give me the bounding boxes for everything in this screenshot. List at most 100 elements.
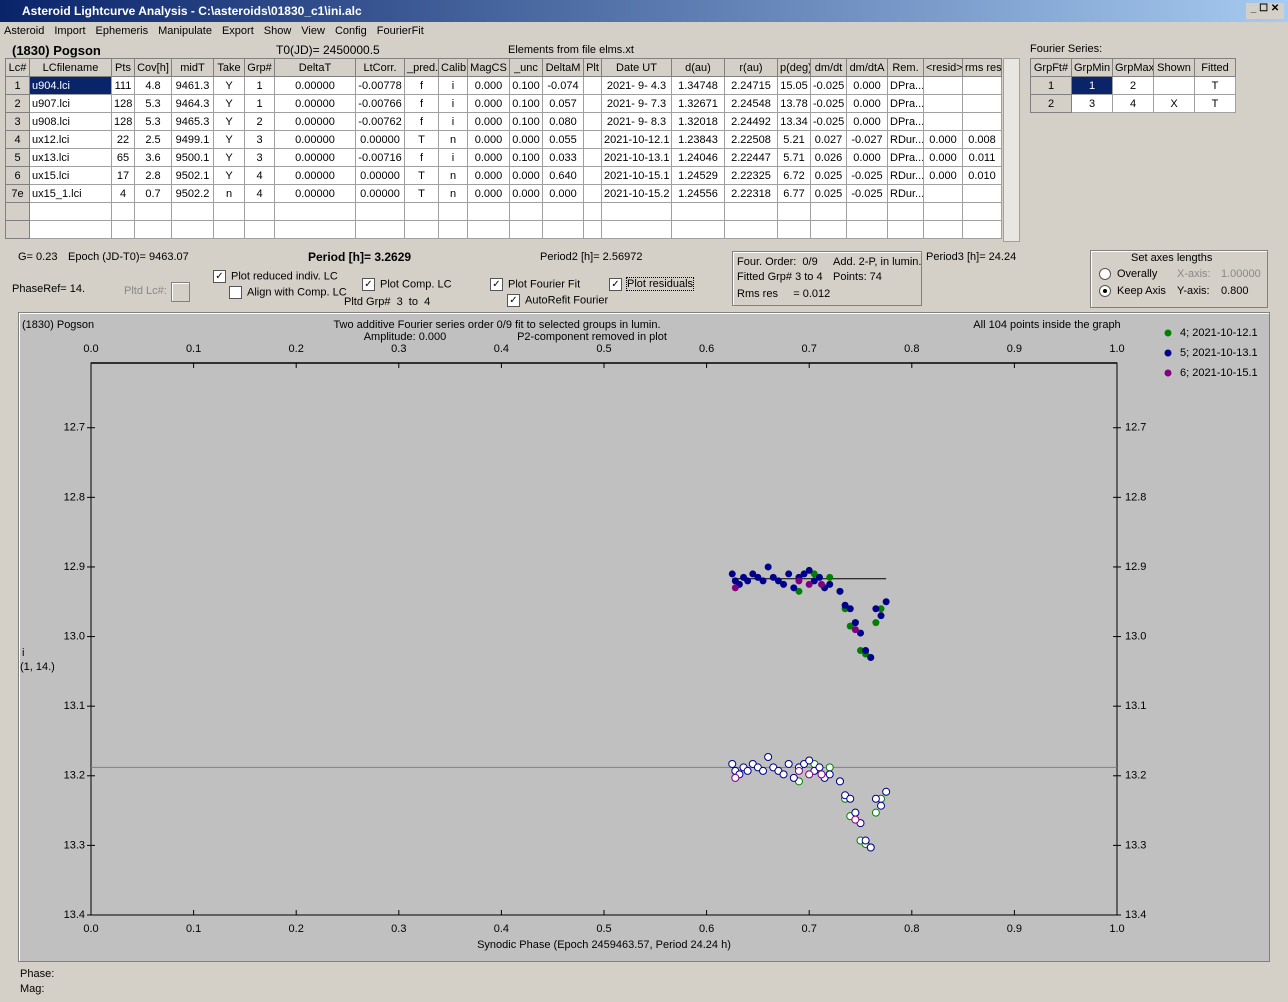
- empty-row: [5, 202, 1002, 221]
- residual-point: [882, 787, 891, 796]
- header-row: GrpFt# GrpMin GrpMax Shown Fitted: [1030, 58, 1236, 77]
- radio[interactable]: Overally: [1099, 268, 1157, 281]
- residual-point: [835, 777, 844, 786]
- table-cell: 3: [244, 130, 275, 149]
- table-cell: 6.72: [777, 166, 811, 185]
- column-header: Grp#: [244, 58, 275, 77]
- table-cell: X: [1153, 94, 1195, 113]
- column-header: Plt: [583, 58, 602, 77]
- checkbox-box: ✓: [609, 278, 622, 291]
- menu-item[interactable]: View: [301, 25, 325, 37]
- table-row[interactable]: 3 u908.lci 128 5.3 9465.3 Y 2 0.00000 -0.00762 f i…: [5, 112, 1002, 131]
- legend-marker: [1164, 349, 1172, 357]
- point: [780, 580, 788, 588]
- menu-item[interactable]: Asteroid: [4, 25, 45, 37]
- radio[interactable]: Keep Axis: [1099, 285, 1166, 298]
- radio-label: Keep Axis: [1117, 285, 1166, 297]
- table-cell: [777, 202, 811, 221]
- point: [815, 573, 823, 581]
- table-cell: -0.00766: [355, 94, 405, 113]
- checkbox[interactable]: ✓ Plot Fourier Fit: [490, 278, 580, 291]
- point: [754, 573, 762, 581]
- point: [800, 570, 808, 578]
- menu-item[interactable]: FourierFit: [376, 25, 424, 37]
- checkbox[interactable]: ✓ AutoRefit Fourier: [507, 294, 608, 307]
- point: [826, 580, 834, 588]
- table-cell: 0.7: [134, 184, 172, 203]
- table-cell: [962, 76, 1002, 95]
- point: [818, 580, 826, 588]
- checkbox-box: ✓: [490, 278, 503, 291]
- fit-points: Points: 74: [833, 271, 882, 283]
- table-cell: n: [438, 130, 468, 149]
- table-cell: [810, 202, 847, 221]
- table-cell: [404, 220, 439, 239]
- point: [877, 605, 885, 613]
- table-cell: n: [438, 184, 468, 203]
- table-cell: [810, 220, 847, 239]
- checkbox[interactable]: ✓ Plot Comp. LC: [362, 278, 452, 291]
- menu-item[interactable]: Import: [54, 25, 86, 37]
- table-cell: 4: [111, 184, 135, 203]
- x-tick-label: 0.6: [699, 343, 714, 355]
- column-header: DeltaT: [274, 58, 356, 77]
- table-cell: [1153, 76, 1195, 95]
- table-cell: 7e: [5, 184, 30, 203]
- table-cell: [542, 202, 584, 221]
- table-cell: 2.22325: [724, 166, 778, 185]
- fourier-table: GrpFt# GrpMin GrpMax Shown Fitted 1 1 2 T 2 3 4 X T: [1030, 58, 1236, 113]
- checkbox[interactable]: ✓ Plot residuals: [609, 277, 695, 292]
- column-header: _unc: [509, 58, 543, 77]
- menu-item[interactable]: Config: [334, 25, 367, 37]
- y-tick-label: 13.2: [1125, 770, 1146, 782]
- point: [872, 619, 880, 627]
- table-cell: -0.00762: [355, 112, 405, 131]
- residual-point: [779, 770, 788, 779]
- table-row[interactable]: 2 u907.lci 128 5.3 9464.3 Y 1 0.00000 -0.00766 f i…: [5, 94, 1002, 113]
- residual-point: [805, 756, 814, 765]
- residual-point: [851, 815, 860, 824]
- residual-point: [877, 801, 886, 810]
- table-cell: [213, 220, 245, 239]
- checkbox[interactable]: ✓ Plot reduced indiv. LC: [213, 270, 338, 283]
- point: [774, 577, 782, 585]
- table-cell: -0.074: [542, 76, 584, 95]
- table-cell: 2.24715: [724, 76, 778, 95]
- menu-item[interactable]: Manipulate: [158, 25, 212, 37]
- residual-point: [794, 766, 803, 775]
- table-cell: [601, 202, 672, 221]
- x-tick-label: 0.0: [83, 343, 98, 355]
- table-cell: [962, 184, 1002, 203]
- table-cell: [244, 220, 275, 239]
- scrollbar[interactable]: [1003, 58, 1020, 242]
- window-title: Asteroid Lightcurve Analysis - C:\astero…: [22, 4, 362, 18]
- residual-point: [871, 808, 880, 817]
- g-value: G= 0.23: [18, 251, 58, 263]
- spin-button[interactable]: [171, 282, 190, 302]
- checkbox[interactable]: Align with Comp. LC: [229, 286, 347, 299]
- x-tick-label: 0.3: [391, 923, 406, 935]
- pltd-grp: Pltd Grp# 3 to 4: [344, 296, 431, 308]
- point: [795, 577, 803, 585]
- table-cell: 3: [244, 148, 275, 167]
- epoch: Epoch (JD-T0)= 9463.07: [68, 251, 189, 263]
- menu-item[interactable]: Show: [263, 25, 292, 37]
- checkbox-label: AutoRefit Fourier: [525, 294, 609, 307]
- table-row[interactable]: 1 u904.lci 111 4.8 9461.3 Y 1 0.00000 -0.00778 f i…: [5, 76, 1002, 95]
- column-header: Rem.: [887, 58, 924, 77]
- menu-item[interactable]: Export: [221, 25, 254, 37]
- table-row[interactable]: 5 ux13.lci 65 3.6 9500.1 Y 3 0.00000 -0.00716 f i 0…: [5, 148, 1002, 167]
- table-cell: u908.lci: [29, 112, 112, 131]
- residual-point: [764, 752, 773, 761]
- x-tick-label: 0.7: [802, 343, 817, 355]
- point: [857, 629, 864, 637]
- menu-item[interactable]: Ephemeris: [95, 25, 149, 37]
- fit-rms: Rms res = 0.012: [737, 288, 831, 300]
- table-cell: 9461.3: [171, 76, 214, 95]
- window-buttons[interactable]: _ ☐ ✕: [1246, 3, 1284, 19]
